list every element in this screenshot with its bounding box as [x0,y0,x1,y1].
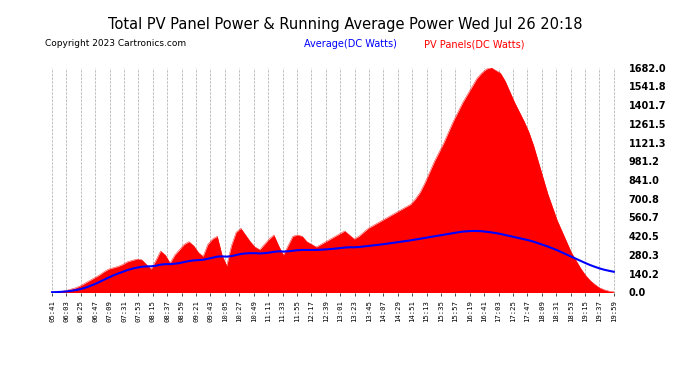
Text: Average(DC Watts): Average(DC Watts) [304,39,397,50]
Text: Total PV Panel Power & Running Average Power Wed Jul 26 20:18: Total PV Panel Power & Running Average P… [108,17,582,32]
Text: PV Panels(DC Watts): PV Panels(DC Watts) [424,39,525,50]
Text: Copyright 2023 Cartronics.com: Copyright 2023 Cartronics.com [45,39,186,48]
